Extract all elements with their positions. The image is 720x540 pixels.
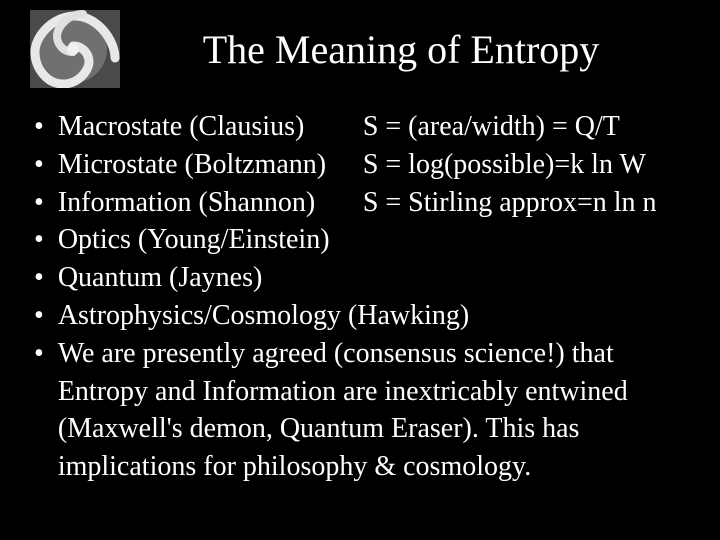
bullet-left: Optics (Young/Einstein) (58, 224, 330, 255)
bullet-marker: • (34, 297, 44, 335)
bullet-left: Microstate (Boltzmann) (58, 146, 363, 184)
bullet-marker: • (34, 221, 44, 259)
bullet-list: • Macrostate (Clausius) S = (area/width)… (30, 108, 690, 486)
bullet-right: S = log(possible)=k ln W (363, 146, 690, 184)
title-row: The Meaning of Entropy (30, 10, 690, 88)
bullet-content: Optics (Young/Einstein) (58, 221, 690, 259)
bullet-left: Information (Shannon) (58, 184, 363, 222)
bullet-content: Information (Shannon) S = Stirling appro… (58, 184, 690, 222)
slide-title: The Meaning of Entropy (112, 26, 690, 73)
bullet-left: Quantum (Jaynes) (58, 262, 263, 293)
bullet-content: Macrostate (Clausius) S = (area/width) =… (58, 108, 690, 146)
bullet-item: • Quantum (Jaynes) (34, 259, 690, 297)
bullet-marker: • (34, 184, 44, 222)
bullet-left: Astrophysics/Cosmology (Hawking) (58, 300, 469, 331)
bullet-content: We are presently agreed (consensus scien… (58, 335, 690, 486)
bullet-left: We are presently agreed (consensus scien… (58, 338, 628, 482)
bullet-content: Astrophysics/Cosmology (Hawking) (58, 297, 690, 335)
bullet-right: S = (area/width) = Q/T (363, 108, 690, 146)
bullet-left: Macrostate (Clausius) (58, 108, 363, 146)
bullet-item: • Macrostate (Clausius) S = (area/width)… (34, 108, 690, 146)
bullet-marker: • (34, 108, 44, 146)
bullet-item: • Microstate (Boltzmann) S = log(possibl… (34, 146, 690, 184)
bullet-item: • Optics (Young/Einstein) (34, 221, 690, 259)
bullet-item: • Astrophysics/Cosmology (Hawking) (34, 297, 690, 335)
bullet-item: • Information (Shannon) S = Stirling app… (34, 184, 690, 222)
spiral-galaxy-icon (30, 10, 120, 88)
bullet-marker: • (34, 335, 44, 373)
bullet-content: Microstate (Boltzmann) S = log(possible)… (58, 146, 690, 184)
bullet-item: • We are presently agreed (consensus sci… (34, 335, 690, 486)
slide-container: The Meaning of Entropy • Macrostate (Cla… (0, 0, 720, 540)
bullet-marker: • (34, 146, 44, 184)
bullet-right: S = Stirling approx=n ln n (363, 184, 690, 222)
bullet-content: Quantum (Jaynes) (58, 259, 690, 297)
bullet-marker: • (34, 259, 44, 297)
